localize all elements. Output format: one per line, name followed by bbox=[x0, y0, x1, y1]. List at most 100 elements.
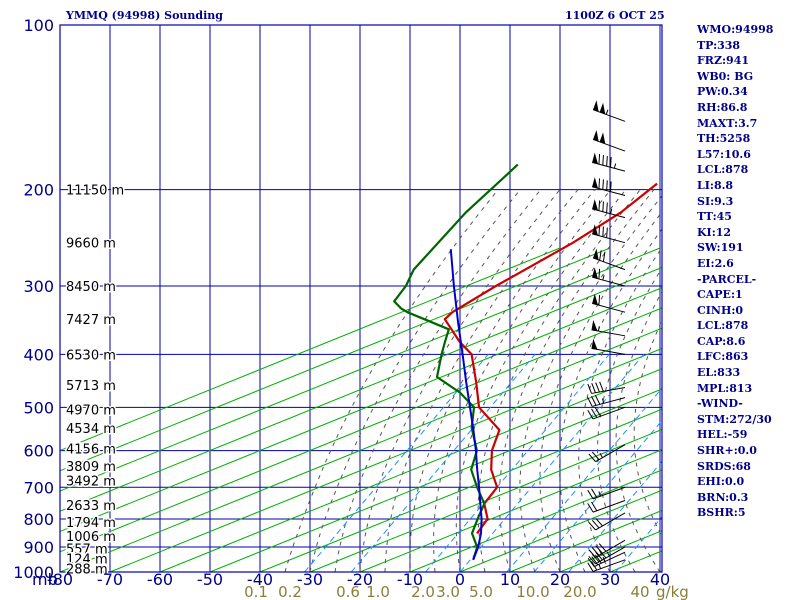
wind-barb-feather bbox=[588, 555, 596, 565]
wind-barb-feather bbox=[591, 383, 596, 393]
index-item: MAXT:3.7 bbox=[697, 116, 758, 130]
mixing-ratio-unit-label: g/kg bbox=[656, 583, 689, 600]
temperature-tick-label: 0 bbox=[455, 570, 465, 589]
height-label: 288 m bbox=[66, 562, 108, 577]
wind-barb-feather bbox=[598, 549, 607, 559]
height-label: 4534 m bbox=[66, 422, 116, 437]
dry-adiabat-line bbox=[60, 327, 662, 572]
wind-barb-feather bbox=[602, 179, 604, 190]
moist-adiabat-line bbox=[455, 189, 627, 572]
mixing-ratio-line bbox=[533, 419, 662, 572]
wind-barb bbox=[591, 338, 626, 355]
wind-barb-feather bbox=[591, 556, 599, 566]
pressure-tick-label: 200 bbox=[23, 181, 54, 200]
pressure-tick-label: 100 bbox=[23, 16, 54, 35]
wind-barb bbox=[588, 444, 626, 463]
wind-barb bbox=[592, 199, 626, 219]
index-item: PW:0.34 bbox=[697, 85, 748, 99]
wind-barb-feather bbox=[606, 202, 608, 213]
moist-adiabat-line bbox=[615, 290, 662, 572]
index-item: TT:45 bbox=[697, 210, 732, 224]
chart-title: YMMQ (94998) Sounding bbox=[66, 9, 223, 22]
height-label: 1794 m bbox=[66, 516, 116, 531]
wind-barb bbox=[588, 512, 626, 531]
wind-barb-feather bbox=[591, 488, 598, 498]
wind-barb-pennant bbox=[599, 132, 606, 144]
wind-barb-feather bbox=[591, 501, 598, 511]
mixing-ratio-label: 1.0 bbox=[366, 583, 390, 600]
height-label: 3809 m bbox=[66, 460, 116, 475]
wind-barb-half-feather bbox=[601, 398, 605, 404]
wind-barb-feather bbox=[587, 397, 593, 407]
height-label: 9660 m bbox=[66, 237, 116, 252]
index-item: WMO:94998 bbox=[697, 23, 774, 36]
wind-barb-feather bbox=[595, 551, 603, 561]
wind-barb bbox=[587, 559, 626, 572]
wind-barb-feather bbox=[602, 201, 604, 212]
wind-barb-half-feather bbox=[598, 563, 602, 569]
wind-barb-feather bbox=[587, 489, 594, 500]
wind-barb-shaft bbox=[592, 138, 626, 152]
pressure-unit-label: mb bbox=[32, 570, 58, 589]
wind-barb-shaft bbox=[595, 444, 626, 463]
wind-barb-half-feather bbox=[602, 556, 606, 562]
wind-barb-feather bbox=[591, 561, 598, 571]
moist-adiabat-line bbox=[334, 189, 542, 572]
dry-adiabat-line bbox=[60, 247, 561, 452]
mixing-ratio-label: 10.0 bbox=[516, 583, 549, 600]
wind-barb-shaft bbox=[592, 486, 626, 500]
wind-barb-feather bbox=[587, 503, 594, 513]
wind-barb-shaft bbox=[592, 559, 626, 572]
wind-barb-feather bbox=[599, 381, 604, 392]
mixing-ratio-label: 2.0 bbox=[411, 583, 435, 600]
wind-barb-feather bbox=[591, 451, 600, 460]
moist-adiabat-line bbox=[409, 189, 596, 572]
moist-adiabat-line bbox=[433, 189, 612, 572]
wind-barb-pennant bbox=[592, 293, 598, 305]
wind-barb-pennant bbox=[592, 224, 598, 236]
index-item: LFC:863 bbox=[697, 350, 749, 364]
index-item: LI:8.8 bbox=[697, 178, 734, 192]
temperature-tick-label: -20 bbox=[347, 570, 373, 589]
wind-barb-half-feather bbox=[598, 491, 602, 497]
wind-barb-feather bbox=[587, 558, 595, 567]
pressure-tick-label: 900 bbox=[23, 538, 54, 557]
chart-datetime: 1100Z 6 OCT 25 bbox=[565, 9, 665, 22]
temperature-tick-label: -10 bbox=[397, 570, 423, 589]
plot-frame bbox=[59, 24, 663, 573]
moist-adiabat-line bbox=[519, 195, 662, 572]
wind-barb-shaft bbox=[592, 276, 626, 287]
wind-barb bbox=[587, 406, 626, 420]
dry-adiabat-line bbox=[159, 368, 662, 572]
mixing-ratio-label: 3.0 bbox=[436, 583, 460, 600]
wind-barb-feather bbox=[591, 519, 600, 529]
mixing-ratio-line bbox=[350, 353, 536, 572]
wind-barb-feather bbox=[599, 250, 602, 261]
wind-barb-half-feather bbox=[599, 453, 603, 458]
temperature-tick-label: -30 bbox=[297, 570, 323, 589]
index-item: CINH:0 bbox=[697, 303, 744, 317]
wind-barb bbox=[592, 177, 626, 197]
mixing-ratio-line bbox=[506, 387, 662, 572]
mixing-ratio-line bbox=[615, 516, 662, 572]
wind-barb-feather bbox=[598, 225, 601, 236]
wind-barb-feather bbox=[598, 295, 601, 306]
mixing-ratio-label: 0.1 bbox=[244, 583, 268, 600]
wind-barb bbox=[587, 381, 626, 394]
index-item: -WIND- bbox=[697, 397, 743, 411]
height-label: 11150 m bbox=[66, 184, 124, 199]
index-item: SRDS:68 bbox=[697, 459, 751, 473]
wind-barb-shaft bbox=[592, 499, 626, 513]
pressure-tick-label: 700 bbox=[23, 478, 54, 497]
parcel-path-line bbox=[449, 249, 483, 561]
wind-barb-pennant bbox=[592, 152, 598, 164]
wind-barb-pennant bbox=[593, 130, 599, 142]
wind-barb-shaft bbox=[592, 186, 626, 197]
wind-barb-feather bbox=[587, 409, 594, 420]
wind-barb bbox=[592, 100, 626, 122]
height-label: 7427 m bbox=[66, 313, 116, 328]
wind-barb bbox=[592, 130, 626, 152]
dry-adiabat-line bbox=[309, 428, 662, 572]
wind-barb bbox=[592, 224, 626, 244]
height-label: 4970 m bbox=[66, 404, 116, 419]
